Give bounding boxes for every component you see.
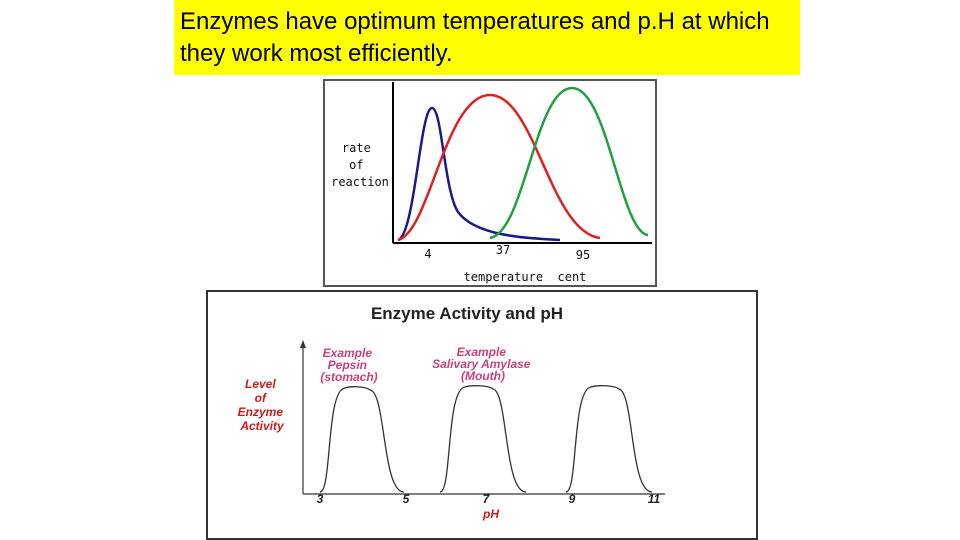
y-axis-arrow [300,340,306,348]
x-tick-label: 7 [483,492,491,506]
x-tick-label: 3 [317,492,324,506]
x-tick-label: 95 [576,248,590,262]
y-label-line: of [255,391,267,405]
y-label-line: Enzyme [238,405,284,419]
slide-title: Enzymes have optimum temperatures and p.… [174,0,800,75]
x-tick-label: 4 [424,247,431,261]
ph-chart-title: Enzyme Activity and pH [371,304,563,323]
x-label: temperature cent [464,270,587,284]
curve-pepsin [319,386,405,493]
annotation-line: (Mouth) [461,369,505,383]
annotation: Example Salivary Amylase (Mouth) [432,345,534,383]
x-tick-label: 37 [496,243,510,257]
annotation-line: Salivary Amylase [432,357,531,371]
x-label: pH [482,507,499,521]
x-tick-label: 9 [569,492,576,506]
curve-mid [397,93,601,242]
y-label-line: of [349,158,363,172]
annotation-line: (stomach) [320,370,377,384]
annotation-line: Pepsin [328,358,367,372]
x-tick-label: 11 [648,492,661,506]
y-label: rate of reaction [331,141,389,189]
curve-amylase [439,385,527,493]
temp-chart-frame [323,79,657,287]
x-tick-label: 5 [403,492,410,506]
y-label-line: reaction [331,175,389,189]
annotation: Example Pepsin (stomach) [320,346,377,384]
annotation-line: Example [457,345,507,359]
curve-high-ph [565,385,653,493]
annotation-line: Example [323,346,373,360]
y-label-line: Activity [239,419,285,433]
y-label-line: Level [245,377,276,391]
y-label-line: rate [342,141,371,155]
curve-high [489,86,649,240]
ph-chart-frame [206,290,758,540]
y-label: Level of Enzyme Activity [238,377,287,433]
